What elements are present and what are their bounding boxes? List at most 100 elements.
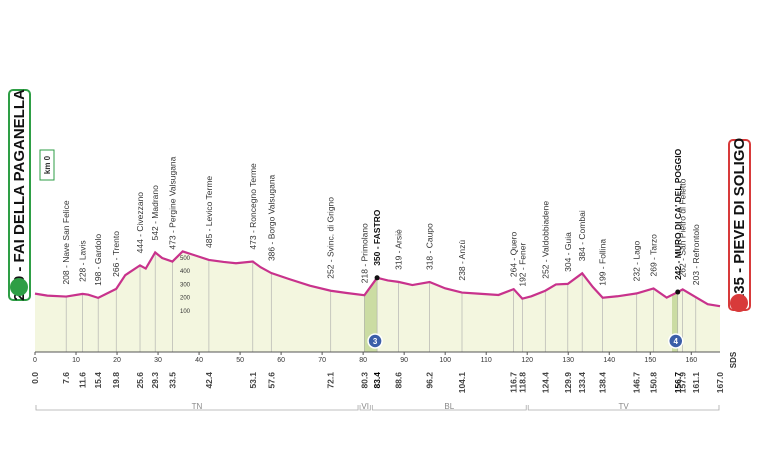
- waypoint-label: 238 - Anzù: [457, 240, 467, 281]
- region-label: TN: [192, 402, 203, 411]
- km-label: 150.8: [649, 372, 659, 394]
- km-zero: km 0: [43, 155, 52, 174]
- waypoint-label: 386 - Borgo Valsugana: [266, 174, 276, 261]
- x-tick-label: 80: [359, 357, 367, 364]
- waypoint-label: 266 - Trento: [111, 231, 121, 277]
- climb-number: 3: [373, 337, 378, 346]
- waypoint-label: 198 - Gardolo: [93, 234, 103, 286]
- waypoint-label: 218 - Primolano: [359, 223, 369, 283]
- region-bracket: [527, 405, 720, 411]
- km-label: 57.6: [266, 372, 276, 389]
- km-label: 138.4: [598, 372, 608, 394]
- start-label: 230 - FAI DELLA PAGANELLA: [11, 89, 28, 301]
- region-label: BL: [444, 402, 454, 411]
- region-bracket: [371, 405, 527, 411]
- waypoint-label: 262 - San Pietro di Feletto: [678, 178, 688, 277]
- region-bracket: [35, 405, 359, 411]
- km-label: 116.7: [509, 372, 519, 393]
- km-label: 11.6: [78, 372, 88, 388]
- x-tick-label: 110: [481, 357, 492, 364]
- x-tick-label: 0: [33, 357, 37, 364]
- region-bracket: [359, 405, 371, 411]
- x-tick-label: 150: [644, 357, 656, 364]
- x-tick-label: 40: [195, 357, 203, 364]
- x-tick-label: 60: [277, 357, 285, 364]
- finish-label: 135 - PIEVE DI SOLIGO: [731, 138, 748, 303]
- waypoint-label: 269 - Tarzo: [649, 234, 659, 277]
- x-tick-label: 120: [521, 357, 533, 364]
- km-label: 29.3: [150, 372, 160, 389]
- y-tick-label: 400: [180, 269, 191, 275]
- x-tick-label: 160: [685, 357, 697, 364]
- region-label: TV: [618, 402, 629, 411]
- x-tick-label: 70: [318, 357, 326, 364]
- climb-badge: [367, 333, 383, 349]
- km-label: 96.2: [425, 372, 435, 389]
- start-box: [8, 89, 31, 301]
- km-label: 104.1: [457, 372, 467, 394]
- km-label: 156.7: [673, 372, 683, 394]
- km-zero-box: [39, 149, 55, 181]
- x-tick-label: 30: [154, 357, 162, 364]
- km-label: 80.3: [359, 372, 369, 389]
- km-label: 157.9: [678, 372, 688, 394]
- waypoint-label: 264 - Quero: [509, 232, 519, 278]
- x-tick-label: 130: [562, 357, 574, 364]
- km-label: 7.6: [61, 372, 71, 384]
- summit-dot: [374, 275, 380, 281]
- km-label: 167.0: [715, 372, 725, 394]
- waypoint-label: 242 - MURO DI CA' DEL POGGIO: [673, 148, 683, 280]
- km-label: 124.4: [540, 372, 550, 394]
- km-label: 161.1: [691, 372, 701, 394]
- start-icon: [10, 278, 28, 296]
- waypoint-label: 252 - Svinc. di Grigno: [326, 197, 336, 279]
- y-tick-label: 500: [180, 256, 191, 262]
- km-label: 83.4: [372, 372, 382, 389]
- waypoint-label: 473 - Pergine Valsugana: [167, 156, 177, 249]
- waypoint-label: 252 - Valdobbiadene: [540, 201, 550, 279]
- waypoint-label: 208 - Nave San Felice: [61, 200, 71, 284]
- waypoint-label: 228 - Lavis: [78, 240, 88, 282]
- sds: SDS: [729, 351, 738, 368]
- climb-badge: [668, 333, 684, 349]
- km-label: 129.9: [563, 372, 573, 394]
- region-label: VI: [361, 402, 369, 411]
- waypoint-label: 304 - Guia: [563, 232, 573, 272]
- waypoint-label: 319 - Arsiè: [393, 229, 403, 270]
- x-tick-label: 100: [439, 357, 451, 364]
- km-label: 0.0: [30, 372, 40, 384]
- x-tick-label: 10: [72, 357, 80, 364]
- y-tick-label: 200: [180, 296, 191, 302]
- waypoint-label: 444 - Civezzano: [135, 192, 145, 254]
- waypoint-label: 192 - Fener: [517, 243, 527, 287]
- km-label: 88.6: [393, 372, 403, 389]
- km-label: 15.4: [93, 372, 103, 389]
- profile-fill: [35, 251, 720, 352]
- finish-icon: [730, 294, 748, 312]
- waypoint-label: 203 - Refrontolo: [691, 224, 701, 285]
- waypoint-label: 384 - Combai: [577, 210, 587, 261]
- waypoint-label: 473 - Roncegno Terme: [248, 163, 258, 250]
- waypoint-label: 232 - Lago: [632, 240, 642, 281]
- km-label: 42.4: [204, 372, 214, 389]
- km-label: 33.5: [167, 372, 177, 389]
- km-label: 146.7: [632, 372, 642, 394]
- km-label: 72.1: [326, 372, 336, 389]
- km-label: 53.1: [248, 372, 258, 389]
- waypoint-label: 485 - Levico Terme: [204, 176, 214, 248]
- y-tick-label: 100: [180, 309, 191, 315]
- x-tick-label: 50: [236, 357, 244, 364]
- climb-number: 4: [674, 337, 679, 346]
- x-tick-label: 20: [113, 357, 121, 364]
- km-label: 118.8: [517, 372, 527, 393]
- waypoint-label: 199 - Follina: [598, 239, 608, 286]
- x-tick-label: 140: [603, 357, 615, 364]
- km-label: 133.4: [577, 372, 587, 394]
- summit-dot: [675, 289, 681, 295]
- km-label: 19.8: [111, 372, 121, 389]
- waypoint-label: 350 - FASTRO: [372, 209, 382, 266]
- waypoint-label: 318 - Caupo: [425, 223, 435, 270]
- x-tick-label: 90: [400, 357, 408, 364]
- km-label: 25.6: [135, 372, 145, 389]
